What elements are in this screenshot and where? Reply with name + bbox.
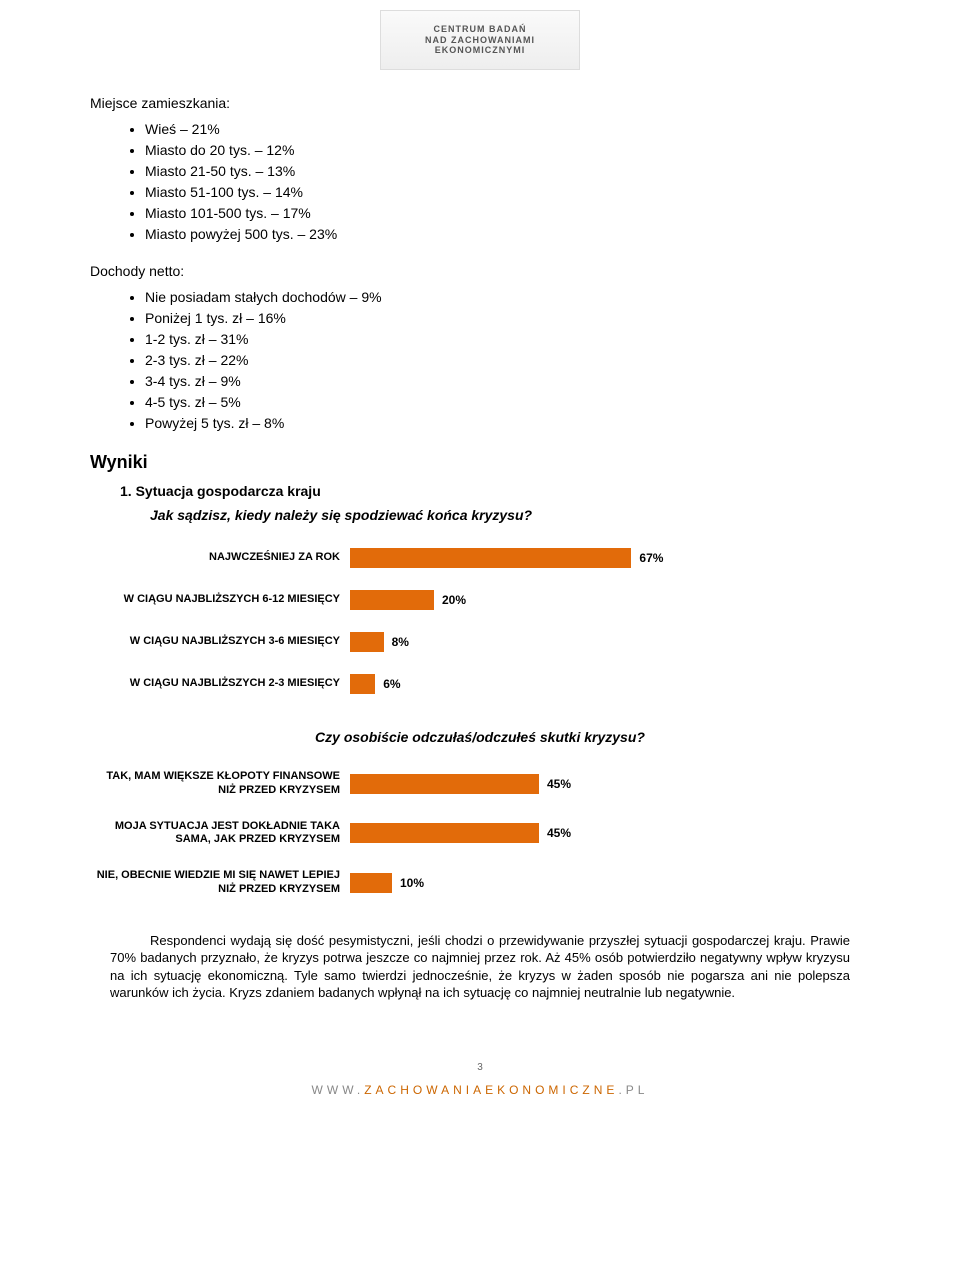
chart-bar-value: 20%	[442, 593, 466, 607]
chart-row-label: W CIĄGU NAJBLIŻSZYCH 6-12 MIESIĘCY	[90, 593, 350, 607]
chart1-question: Jak sądzisz, kiedy należy się spodziewać…	[150, 507, 870, 523]
list-item: Miasto 21-50 tys. – 13%	[145, 161, 870, 182]
chart-row-label: NIE, OBECNIE WIEDZIE MI SIĘ NAWET LEPIEJ…	[90, 869, 350, 897]
brand-logo: CENTRUM BADAŃ NAD ZACHOWANIAMI EKONOMICZ…	[380, 10, 580, 70]
list-item: 3-4 tys. zł – 9%	[145, 371, 870, 392]
chart2-question: Czy osobiście odczułaś/odczułeś skutki k…	[90, 729, 870, 745]
list-item: Wieś – 21%	[145, 119, 870, 140]
subheading-sytuacja: 1. Sytuacja gospodarcza kraju	[120, 483, 870, 499]
chart-bar-area: 67%	[350, 548, 870, 568]
logo-line3: EKONOMICZNYMI	[435, 45, 526, 55]
chart-row: MOJA SYTUACJA JEST DOKŁADNIE TAKA SAMA, …	[90, 820, 870, 848]
chart-bar	[350, 590, 434, 610]
list-item: Miasto 51-100 tys. – 14%	[145, 182, 870, 203]
heading-wyniki: Wyniki	[90, 452, 870, 473]
chart-bar	[350, 548, 631, 568]
list-miejsce: Wieś – 21%Miasto do 20 tys. – 12%Miasto …	[90, 119, 870, 245]
logo-line2: NAD ZACHOWANIAMI	[425, 35, 535, 45]
chart-row: TAK, MAM WIĘKSZE KŁOPOTY FINANSOWE NIŻ P…	[90, 770, 870, 798]
chart-bar	[350, 873, 392, 893]
chart-row-label: TAK, MAM WIĘKSZE KŁOPOTY FINANSOWE NIŻ P…	[90, 770, 350, 798]
chart-bar	[350, 674, 375, 694]
chart-bar-area: 6%	[350, 674, 870, 694]
list-item: Miasto powyżej 500 tys. – 23%	[145, 224, 870, 245]
chart-bar-value: 45%	[547, 826, 571, 840]
list-item: Miasto 101-500 tys. – 17%	[145, 203, 870, 224]
chart-bar-value: 6%	[383, 677, 400, 691]
chart-bar-area: 45%	[350, 774, 870, 794]
chart-bar-value: 67%	[639, 551, 663, 565]
chart-bar-value: 10%	[400, 876, 424, 890]
chart2: TAK, MAM WIĘKSZE KŁOPOTY FINANSOWE NIŻ P…	[90, 770, 870, 897]
footer-mid: ZACHOWANIAEKONOMICZNE	[364, 1083, 618, 1097]
chart-bar-value: 45%	[547, 777, 571, 791]
footer-prefix: WWW.	[312, 1083, 365, 1097]
chart-bar-area: 10%	[350, 873, 870, 893]
chart-bar-area: 20%	[350, 590, 870, 610]
chart-row: W CIĄGU NAJBLIŻSZYCH 2-3 MIESIĘCY 6%	[90, 674, 870, 694]
chart-bar	[350, 774, 539, 794]
chart-bar-value: 8%	[392, 635, 409, 649]
chart-row-label: W CIĄGU NAJBLIŻSZYCH 2-3 MIESIĘCY	[90, 677, 350, 691]
chart-bar-area: 8%	[350, 632, 870, 652]
analysis-paragraph: Respondenci wydają się dość pesymistyczn…	[110, 932, 850, 1002]
chart-row-label: MOJA SYTUACJA JEST DOKŁADNIE TAKA SAMA, …	[90, 820, 350, 848]
section-dochody-title: Dochody netto:	[90, 263, 870, 279]
chart-row-label: W CIĄGU NAJBLIŻSZYCH 3-6 MIESIĘCY	[90, 635, 350, 649]
list-item: 2-3 tys. zł – 22%	[145, 350, 870, 371]
list-dochody: Nie posiadam stałych dochodów – 9%Poniże…	[90, 287, 870, 434]
chart-row: W CIĄGU NAJBLIŻSZYCH 3-6 MIESIĘCY 8%	[90, 632, 870, 652]
chart-row: NAJWCZEŚNIEJ ZA ROK 67%	[90, 548, 870, 568]
chart-bar	[350, 632, 384, 652]
list-item: Poniżej 1 tys. zł – 16%	[145, 308, 870, 329]
list-item: 1-2 tys. zł – 31%	[145, 329, 870, 350]
list-item: 4-5 tys. zł – 5%	[145, 392, 870, 413]
page-footer: 3 WWW.ZACHOWANIAEKONOMICZNE.PL	[90, 1062, 870, 1097]
chart1: NAJWCZEŚNIEJ ZA ROK 67% W CIĄGU NAJBLIŻSZY…	[90, 548, 870, 694]
chart-row: NIE, OBECNIE WIEDZIE MI SIĘ NAWET LEPIEJ…	[90, 869, 870, 897]
chart-row-label: NAJWCZEŚNIEJ ZA ROK	[90, 551, 350, 565]
list-item: Nie posiadam stałych dochodów – 9%	[145, 287, 870, 308]
list-item: Powyżej 5 tys. zł – 8%	[145, 413, 870, 434]
section-miejsce-title: Miejsce zamieszkania:	[90, 95, 870, 111]
chart-bar-area: 45%	[350, 823, 870, 843]
footer-link: WWW.ZACHOWANIAEKONOMICZNE.PL	[90, 1083, 870, 1097]
footer-suffix: .PL	[618, 1083, 648, 1097]
logo-line1: CENTRUM BADAŃ	[434, 24, 527, 34]
chart-bar	[350, 823, 539, 843]
page-number: 3	[90, 1062, 870, 1073]
list-item: Miasto do 20 tys. – 12%	[145, 140, 870, 161]
chart-row: W CIĄGU NAJBLIŻSZYCH 6-12 MIESIĘCY 20%	[90, 590, 870, 610]
